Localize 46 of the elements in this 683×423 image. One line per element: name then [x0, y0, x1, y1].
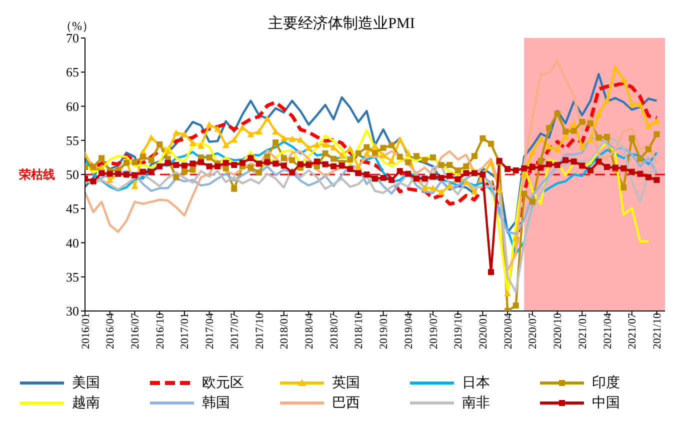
- y-tick-label: 45: [66, 201, 79, 216]
- legend-label: 美国: [72, 374, 100, 392]
- x-tick-label: 2019/10: [452, 312, 465, 350]
- legend-label: 越南: [72, 394, 100, 412]
- x-tick-label: 2021/01: [576, 313, 589, 350]
- x-tick-label: 2017/04: [204, 312, 216, 350]
- x-tick-label: 2016/10: [154, 312, 166, 350]
- x-tick-label: 2016/04: [104, 312, 117, 350]
- legend-label: 日本: [462, 374, 490, 392]
- ref-line-label: 荣枯线: [18, 168, 55, 182]
- x-tick-label: 2018/01: [278, 313, 291, 350]
- y-tick-label: 50: [66, 167, 79, 182]
- x-tick-label: 2020/07: [527, 312, 540, 350]
- y-axis-title: （%）: [60, 18, 94, 34]
- legend-label: 南非: [462, 394, 490, 412]
- x-tick-label: 2018/04: [304, 312, 316, 350]
- x-tick-label: 2016/01: [80, 313, 92, 350]
- y-tick-label: 35: [66, 269, 79, 284]
- legend-label: 欧元区: [202, 375, 244, 392]
- x-tick-label: 2016/07: [130, 312, 142, 350]
- y-tick-label: 30: [66, 304, 79, 319]
- x-tick-label: 2017/07: [228, 312, 241, 350]
- x-tick-label: 2021/04: [602, 312, 614, 350]
- y-tick-label: 65: [66, 64, 79, 80]
- x-tick-label: 2019/01: [378, 313, 390, 350]
- y-tick-label: 70: [66, 30, 79, 46]
- x-tick-label: 2020/04: [502, 312, 514, 350]
- chart-title: 主要经济体制造业PMI: [268, 16, 415, 32]
- y-tick-label: 55: [66, 132, 79, 148]
- x-tick-label: 2020/10: [552, 312, 564, 350]
- x-tick-label: 2019/07: [428, 312, 440, 350]
- legend-label: 印度: [592, 374, 620, 392]
- y-tick-label: 60: [66, 98, 79, 114]
- x-tick-label: 2021/10: [652, 312, 664, 350]
- legend-label: 巴西: [332, 395, 360, 412]
- x-tick-label: 2018/10: [353, 312, 366, 350]
- x-tick-label: 2019/04: [402, 312, 415, 350]
- x-tick-label: 2017/01: [179, 313, 192, 350]
- x-tick-label: 2018/07: [328, 312, 340, 350]
- legend-label: 韩国: [202, 394, 230, 412]
- x-tick-label: 2021/07: [626, 312, 639, 350]
- legend-label: 英国: [332, 374, 360, 392]
- y-tick-label: 40: [66, 235, 79, 250]
- x-tick-label: 2020/01: [478, 313, 490, 350]
- x-tick-label: 2017/10: [254, 312, 266, 350]
- legend-label: 中国: [592, 394, 620, 412]
